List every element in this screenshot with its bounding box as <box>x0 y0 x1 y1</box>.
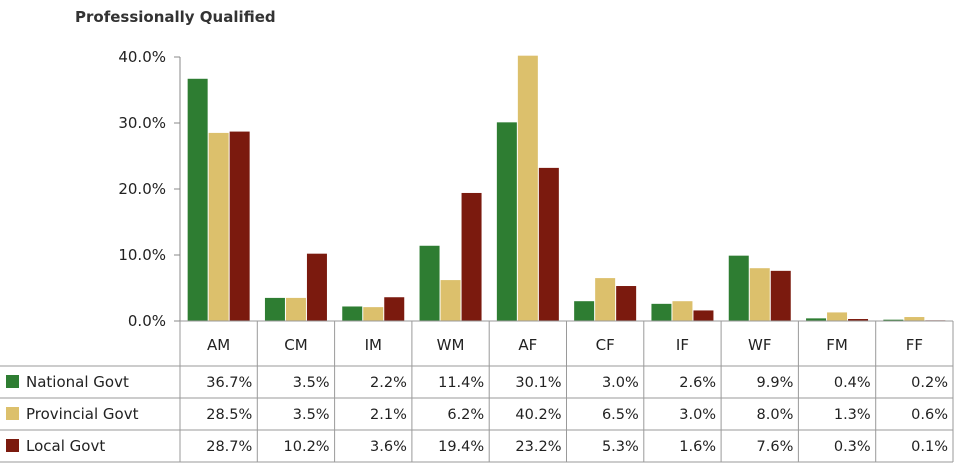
y-tick-label: 40.0% <box>118 48 166 66</box>
bar <box>728 255 749 321</box>
category-label: AF <box>518 336 537 354</box>
bar <box>208 132 229 321</box>
data-label: 19.4% <box>438 439 484 455</box>
data-label: 3.0% <box>602 375 639 391</box>
category-label: AM <box>207 336 230 354</box>
bar <box>848 319 869 321</box>
bar <box>574 301 595 321</box>
y-tick-label: 20.0% <box>118 180 166 198</box>
category-label: WF <box>748 336 771 354</box>
bar <box>770 270 791 321</box>
data-label: 2.1% <box>370 407 407 423</box>
data-label: 1.3% <box>834 407 871 423</box>
bar <box>342 306 363 321</box>
bar <box>187 78 208 321</box>
data-label: 0.2% <box>911 375 948 391</box>
data-label: 8.0% <box>757 407 794 423</box>
data-label: 0.6% <box>911 407 948 423</box>
data-label: 6.2% <box>447 407 484 423</box>
data-label: 23.2% <box>515 439 561 455</box>
bar <box>749 268 770 321</box>
bar <box>306 253 327 321</box>
bar <box>440 280 461 321</box>
data-table: AM CM IM WM AF CF IF WF FM FF National Govt 36.7% 3.… <box>0 320 954 463</box>
category-label: IM <box>365 336 382 354</box>
data-label: 28.5% <box>206 407 252 423</box>
bar <box>672 301 693 321</box>
data-label: 7.6% <box>757 439 794 455</box>
data-label: 1.6% <box>679 439 716 455</box>
bar <box>264 297 285 321</box>
data-label: 2.6% <box>679 375 716 391</box>
bar <box>904 317 925 321</box>
y-tick-label: 0.0% <box>128 312 166 330</box>
chart-title: Professionally Qualified <box>75 8 276 26</box>
data-label: 30.1% <box>515 375 561 391</box>
bar <box>806 318 827 321</box>
bar <box>883 319 904 321</box>
data-label: 0.3% <box>834 439 871 455</box>
category-label: FF <box>906 336 923 354</box>
data-label: 36.7% <box>206 375 252 391</box>
data-label: 2.2% <box>370 375 407 391</box>
legend-swatch <box>6 407 19 420</box>
bars <box>187 55 946 322</box>
category-label: FM <box>826 336 848 354</box>
legend-swatch <box>6 439 19 452</box>
data-label: 3.5% <box>293 407 330 423</box>
data-label: 3.5% <box>293 375 330 391</box>
legend-swatch <box>6 375 19 388</box>
legend-label: National Govt <box>26 373 129 391</box>
bar <box>616 286 637 321</box>
data-label: 6.5% <box>602 407 639 423</box>
category-label: CF <box>596 336 615 354</box>
data-label: 5.3% <box>602 439 639 455</box>
bar <box>496 122 517 321</box>
data-label: 10.2% <box>284 439 330 455</box>
bar <box>461 192 482 321</box>
data-label: 28.7% <box>206 439 252 455</box>
data-label: 9.9% <box>757 375 794 391</box>
legend-label: Provincial Govt <box>26 405 139 423</box>
bar <box>363 307 384 321</box>
axes: 0.0% 10.0% 20.0% 30.0% 40.0% <box>118 48 181 330</box>
bar <box>419 245 440 321</box>
legend-label: Local Govt <box>26 437 105 455</box>
bar <box>651 303 672 321</box>
bar <box>384 297 405 321</box>
data-label: 0.4% <box>834 375 871 391</box>
y-tick-label: 30.0% <box>118 114 166 132</box>
data-label: 3.0% <box>679 407 716 423</box>
bar <box>285 297 306 321</box>
category-label: WM <box>437 336 465 354</box>
category-label: IF <box>676 336 689 354</box>
bar <box>538 167 559 321</box>
data-label: 40.2% <box>515 407 561 423</box>
bar <box>693 310 714 321</box>
bar <box>517 55 538 322</box>
category-label: CM <box>284 336 307 354</box>
data-label: 3.6% <box>370 439 407 455</box>
bar <box>229 131 250 321</box>
data-label: 11.4% <box>438 375 484 391</box>
bar <box>595 278 616 321</box>
data-label: 0.1% <box>911 439 948 455</box>
bar <box>827 312 848 321</box>
y-tick-label: 10.0% <box>118 246 166 264</box>
